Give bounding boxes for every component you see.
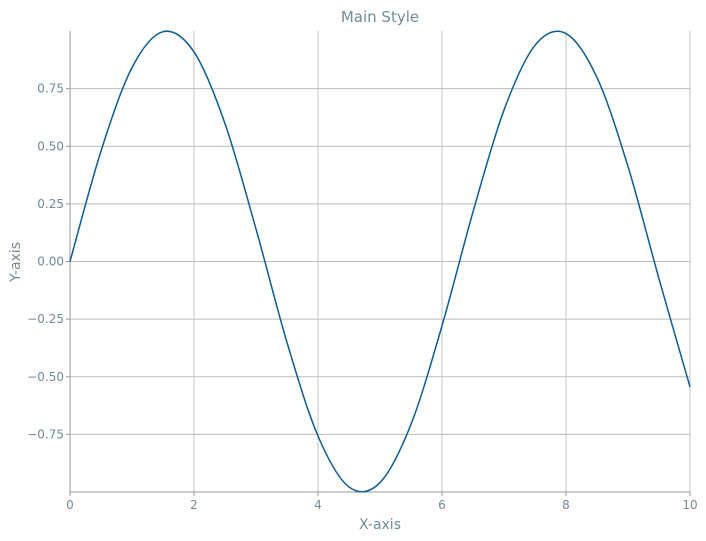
x-tick-label: 2 xyxy=(190,498,198,512)
y-tick-label: −0.50 xyxy=(27,370,64,384)
y-tick-labels: −0.75 −0.50 −0.25 0.00 0.25 0.50 0.75 xyxy=(27,82,70,441)
x-tick-label: 8 xyxy=(562,498,570,512)
x-tick-label: 4 xyxy=(314,498,322,512)
y-tick-label: −0.75 xyxy=(27,427,64,441)
y-tick-label: −0.25 xyxy=(27,312,64,326)
x-tick-label: 10 xyxy=(682,498,697,512)
y-tick-label: 0.25 xyxy=(37,197,64,211)
x-tick-label: 6 xyxy=(438,498,446,512)
series-line-sin xyxy=(69,30,691,493)
x-tick-labels: 0 2 4 6 8 10 xyxy=(66,492,698,512)
y-tick-label: 0.75 xyxy=(37,82,64,96)
x-axis-label: X-axis xyxy=(359,517,401,533)
x-tick-label: 0 xyxy=(66,498,74,512)
y-tick-label: 0.00 xyxy=(37,255,64,269)
chart-title: Main Style xyxy=(341,8,419,26)
y-tick-label: 0.50 xyxy=(37,139,64,153)
y-axis-label: Y-axis xyxy=(8,242,24,283)
grid xyxy=(70,31,691,492)
